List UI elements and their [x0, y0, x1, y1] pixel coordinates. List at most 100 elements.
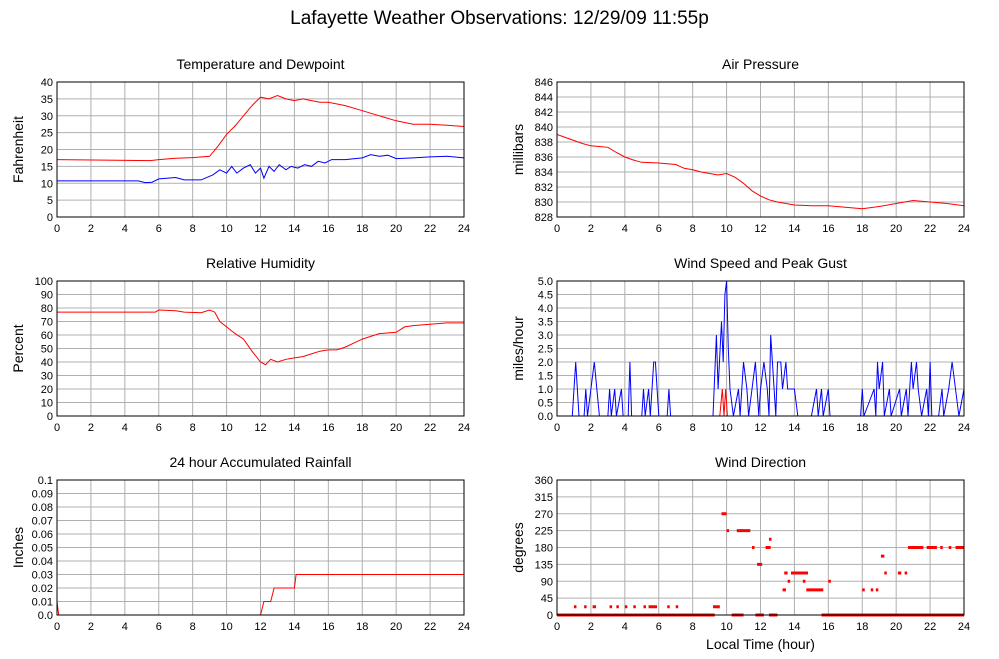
y-tick-label: 30 — [41, 371, 53, 383]
x-tick-label: 6 — [656, 223, 662, 235]
x-tick-label: 24 — [958, 621, 970, 633]
x-tick-label: 16 — [822, 422, 834, 434]
y-tick-label: 1.5 — [538, 371, 553, 383]
y-tick-label: 0.09 — [32, 489, 53, 501]
plot-frame — [56, 280, 465, 417]
x-tick-label: 14 — [288, 223, 300, 235]
x-tick-label: 0 — [554, 422, 560, 434]
y-tick-label: 40 — [41, 77, 53, 89]
data-point — [713, 605, 720, 609]
x-tick-label: 4 — [622, 621, 628, 633]
plot-frame — [56, 479, 465, 616]
y-tick-label: 25 — [41, 128, 53, 140]
data-point — [828, 579, 831, 583]
data-point — [784, 571, 788, 575]
y-tick-label: 842 — [535, 107, 553, 119]
y-tick-label: 5 — [47, 195, 53, 207]
y-tick-label: 0.1 — [38, 475, 53, 487]
y-axis-label: millibars — [510, 124, 526, 175]
chart-title: Relative Humidity — [206, 255, 315, 271]
x-tick-label: 18 — [356, 422, 368, 434]
data-point — [955, 546, 964, 549]
y-tick-label: 0.02 — [32, 583, 53, 595]
y-tick-label: 15 — [41, 161, 53, 173]
y-axis-label: miles/hour — [510, 316, 526, 381]
y-tick-label: 0 — [47, 212, 53, 224]
x-tick-label: 2 — [88, 223, 94, 235]
x-tick-label: 24 — [958, 223, 970, 235]
data-point — [897, 571, 902, 575]
y-tick-label: 0.0 — [38, 610, 53, 622]
x-tick-label: 6 — [156, 621, 162, 633]
x-tick-label: 6 — [156, 223, 162, 235]
data-point — [757, 562, 763, 566]
x-tick-label: 10 — [720, 223, 732, 235]
data-point — [667, 605, 670, 609]
x-tick-label: 12 — [754, 422, 766, 434]
x-tick-label: 22 — [424, 621, 436, 633]
y-tick-label: 0.05 — [32, 543, 53, 555]
x-tick-label: 12 — [754, 621, 766, 633]
data-point — [806, 588, 824, 592]
x-tick-label: 18 — [856, 422, 868, 434]
x-tick-label: 12 — [254, 621, 266, 633]
y-tick-label: 180 — [535, 543, 553, 555]
data-point — [791, 571, 808, 575]
data-point — [768, 537, 772, 541]
x-tick-label: 20 — [390, 223, 402, 235]
y-tick-label: 836 — [535, 152, 553, 164]
humidity-chart: 0 2 4 6 8 10 12 14 16 18 20 22 240102030405060708090… — [10, 255, 470, 434]
data-point — [675, 605, 679, 609]
y-tick-label: 0.07 — [32, 516, 53, 528]
y-axis-label: degrees — [510, 522, 526, 573]
data-point — [880, 554, 885, 558]
y-tick-label: 832 — [535, 182, 553, 194]
x-tick-label: 2 — [588, 621, 594, 633]
x-tick-label: 22 — [924, 422, 936, 434]
y-tick-label: 225 — [535, 526, 553, 538]
x-tick-label: 14 — [788, 621, 800, 633]
wind-speed-chart: 0 2 4 6 8 10 12 14 16 18 20 22 240.00.51.01.52.02.53… — [510, 255, 970, 434]
x-tick-label: 20 — [390, 422, 402, 434]
data-point — [721, 512, 727, 516]
x-tick-label: 2 — [88, 621, 94, 633]
x-tick-label: 18 — [356, 223, 368, 235]
x-tick-label: 18 — [356, 621, 368, 633]
data-point — [948, 546, 952, 549]
pressure-chart: 0 2 4 6 8 10 12 14 16 18 20 22 248288308328348368388… — [510, 56, 970, 235]
data-point — [624, 605, 628, 609]
y-tick-label: 10 — [41, 398, 53, 410]
data-point — [787, 579, 791, 583]
x-tick-label: 22 — [924, 621, 936, 633]
x-tick-label: 20 — [890, 223, 902, 235]
x-tick-label: 6 — [156, 422, 162, 434]
y-tick-label: 10 — [41, 178, 53, 190]
x-tick-label: 10 — [720, 422, 732, 434]
x-tick-label: 16 — [322, 223, 334, 235]
data-point — [926, 546, 937, 549]
x-tick-label: 20 — [890, 621, 902, 633]
x-tick-label: 2 — [88, 422, 94, 434]
x-tick-label: 16 — [322, 422, 334, 434]
y-tick-label: 0 — [47, 411, 53, 423]
data-point — [592, 605, 597, 609]
page-title: Lafayette Weather Observations: 12/29/09… — [290, 8, 709, 29]
y-tick-label: 100 — [35, 276, 53, 288]
y-tick-label: 840 — [535, 122, 553, 134]
data-point — [875, 588, 879, 592]
x-tick-label: 22 — [424, 422, 436, 434]
x-axis-label: Local Time (hour) — [706, 636, 815, 652]
x-tick-label: 2 — [588, 223, 594, 235]
chart-title: Wind Direction — [715, 454, 806, 470]
y-tick-label: 90 — [541, 576, 553, 588]
plot-frame — [56, 81, 465, 218]
x-tick-label: 18 — [856, 621, 868, 633]
y-tick-label: 70 — [41, 317, 53, 329]
y-tick-label: 838 — [535, 137, 553, 149]
x-tick-label: 6 — [656, 422, 662, 434]
x-tick-label: 0 — [54, 422, 60, 434]
y-tick-label: 846 — [535, 77, 553, 89]
pressure-series-line-0 — [557, 134, 964, 210]
x-tick-label: 18 — [856, 223, 868, 235]
